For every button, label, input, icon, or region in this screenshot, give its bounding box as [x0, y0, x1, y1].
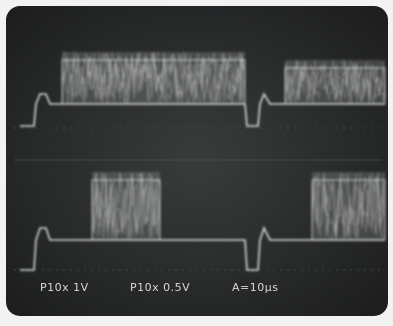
trace — [61, 59, 246, 104]
trace — [61, 51, 245, 104]
trace — [61, 51, 245, 103]
trace — [91, 172, 161, 239]
trace — [61, 52, 245, 104]
trace — [311, 172, 385, 238]
trace — [311, 172, 385, 240]
trace — [91, 172, 161, 239]
trace — [284, 67, 386, 104]
trace — [91, 171, 161, 240]
channel-2-label: P10x 0.5V — [130, 281, 190, 294]
trace — [284, 60, 386, 104]
trace — [284, 61, 386, 103]
trace — [311, 179, 386, 240]
graticule — [14, 127, 382, 271]
trace — [20, 225, 385, 271]
trace — [91, 179, 161, 240]
trace — [311, 172, 385, 239]
waveforms — [20, 51, 386, 271]
timebase-label: A=10μs — [232, 281, 278, 294]
channel-1-label: P10x 1V — [40, 281, 89, 294]
